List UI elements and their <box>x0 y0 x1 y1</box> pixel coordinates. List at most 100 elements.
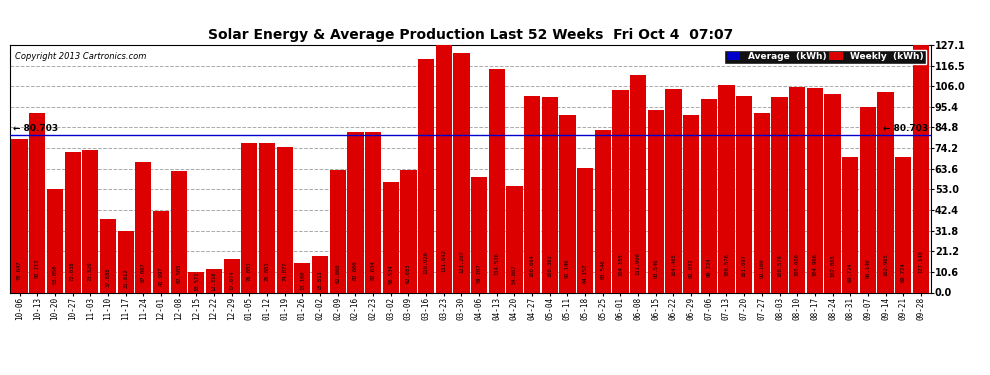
Bar <box>825 94 841 292</box>
Text: 17.074: 17.074 <box>229 270 235 290</box>
Bar <box>12 140 28 292</box>
Bar <box>365 132 381 292</box>
Bar <box>701 99 717 292</box>
Bar <box>82 150 98 292</box>
Text: 82.634: 82.634 <box>370 260 375 280</box>
Text: 76.881: 76.881 <box>264 261 269 280</box>
Bar <box>807 88 823 292</box>
Bar <box>242 143 257 292</box>
Bar <box>170 171 187 292</box>
Text: 73.320: 73.320 <box>88 262 93 281</box>
Bar <box>895 157 912 292</box>
Bar <box>224 259 240 292</box>
Bar <box>436 36 451 292</box>
Bar <box>152 211 169 292</box>
Text: 74.877: 74.877 <box>282 261 287 281</box>
Bar <box>542 97 558 292</box>
Text: 102.065: 102.065 <box>830 254 835 277</box>
Bar <box>206 268 222 292</box>
Text: 69.724: 69.724 <box>901 262 906 282</box>
Text: 91.146: 91.146 <box>565 259 570 278</box>
Legend: Average  (kWh), Weekly  (kWh): Average (kWh), Weekly (kWh) <box>724 50 926 64</box>
Bar <box>453 53 469 292</box>
Text: 100.362: 100.362 <box>547 254 552 277</box>
Bar <box>47 189 63 292</box>
Bar <box>736 96 752 292</box>
Bar <box>647 110 664 292</box>
Bar <box>347 132 363 292</box>
Text: ← 80.703: ← 80.703 <box>883 124 928 133</box>
Text: 111.900: 111.900 <box>636 252 641 275</box>
Bar <box>276 147 293 292</box>
Text: 53.056: 53.056 <box>52 265 57 284</box>
Bar <box>382 182 399 292</box>
Bar <box>859 107 876 292</box>
Text: 105.609: 105.609 <box>795 253 800 276</box>
Text: 99.224: 99.224 <box>706 258 712 277</box>
Bar <box>471 177 487 292</box>
Text: 101.097: 101.097 <box>742 254 746 277</box>
Text: 62.683: 62.683 <box>406 263 411 283</box>
Text: 92.212: 92.212 <box>35 259 40 278</box>
Bar <box>665 89 681 292</box>
Text: 106.576: 106.576 <box>724 253 729 276</box>
Text: 127.140: 127.140 <box>919 250 924 273</box>
Text: 37.688: 37.688 <box>106 267 111 286</box>
Text: 59.207: 59.207 <box>476 264 481 283</box>
Text: 62.505: 62.505 <box>176 263 181 283</box>
Bar <box>524 96 541 292</box>
Text: 18.813: 18.813 <box>318 270 323 290</box>
Text: 93.546: 93.546 <box>653 258 658 278</box>
Bar <box>100 219 116 292</box>
Text: 31.812: 31.812 <box>123 268 128 288</box>
Bar <box>577 168 593 292</box>
Bar <box>842 157 858 292</box>
Text: 123.207: 123.207 <box>459 251 464 273</box>
Bar <box>418 59 435 292</box>
Bar <box>559 115 575 292</box>
Text: ← 80.703: ← 80.703 <box>13 124 57 133</box>
Bar <box>118 231 134 292</box>
Bar <box>753 113 770 292</box>
Text: 119.920: 119.920 <box>424 251 429 274</box>
Bar <box>29 113 46 292</box>
Text: 104.105: 104.105 <box>618 254 623 276</box>
Text: 78.647: 78.647 <box>17 261 22 280</box>
Bar <box>312 256 328 292</box>
Text: 56.534: 56.534 <box>388 264 393 284</box>
Title: Solar Energy & Average Production Last 52 Weeks  Fri Oct 4  07:07: Solar Energy & Average Production Last 5… <box>208 28 733 42</box>
Text: 72.038: 72.038 <box>70 262 75 281</box>
Bar <box>400 171 417 292</box>
Text: 69.724: 69.724 <box>847 262 852 282</box>
Text: 10.571: 10.571 <box>194 272 199 291</box>
Bar <box>259 143 275 292</box>
Text: 41.997: 41.997 <box>158 267 163 286</box>
Text: 91.032: 91.032 <box>689 259 694 278</box>
Text: 104.966: 104.966 <box>813 254 818 276</box>
Bar <box>136 162 151 292</box>
Text: 12.318: 12.318 <box>212 271 217 291</box>
Text: 64.152: 64.152 <box>583 263 588 282</box>
Bar <box>64 152 81 292</box>
Text: 76.881: 76.881 <box>247 261 251 280</box>
Text: 67.067: 67.067 <box>141 262 146 282</box>
Bar <box>877 92 894 292</box>
Text: 100.576: 100.576 <box>777 254 782 277</box>
Bar <box>630 75 646 292</box>
Bar <box>683 115 699 292</box>
Text: 15.100: 15.100 <box>300 271 305 290</box>
Bar <box>506 186 523 292</box>
Bar <box>789 87 805 292</box>
Bar <box>330 170 346 292</box>
Bar <box>613 90 629 292</box>
Text: 104.465: 104.465 <box>671 254 676 276</box>
Bar <box>771 97 788 292</box>
Bar <box>188 272 205 292</box>
Text: 100.664: 100.664 <box>530 254 535 277</box>
Text: 131.642: 131.642 <box>442 249 446 272</box>
Text: 54.807: 54.807 <box>512 264 517 284</box>
Bar <box>913 45 929 292</box>
Bar <box>595 130 611 292</box>
Text: 102.965: 102.965 <box>883 254 888 276</box>
Text: Copyright 2013 Cartronics.com: Copyright 2013 Cartronics.com <box>15 53 146 62</box>
